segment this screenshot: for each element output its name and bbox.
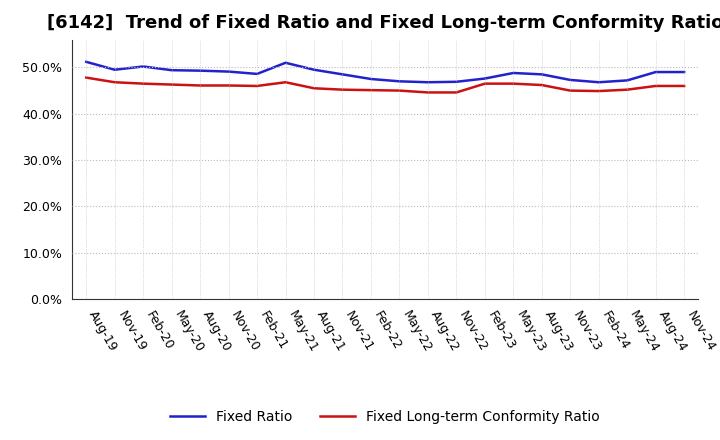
- Fixed Ratio: [82, 59, 91, 65]
- Fixed Long-term Conformity Ratio: [480, 81, 489, 86]
- Fixed Long-term Conformity Ratio: [623, 87, 631, 92]
- Fixed Long-term Conformity Ratio: [680, 83, 688, 88]
- Fixed Ratio: [395, 79, 404, 84]
- Fixed Long-term Conformity Ratio: [253, 83, 261, 88]
- Fixed Long-term Conformity Ratio: [423, 90, 432, 95]
- Fixed Ratio: [623, 78, 631, 83]
- Fixed Long-term Conformity Ratio: [652, 83, 660, 88]
- Fixed Ratio: [196, 68, 204, 73]
- Fixed Ratio: [139, 64, 148, 69]
- Fixed Ratio: [310, 67, 318, 72]
- Fixed Long-term Conformity Ratio: [282, 80, 290, 85]
- Fixed Long-term Conformity Ratio: [196, 83, 204, 88]
- Fixed Ratio: [225, 69, 233, 74]
- Fixed Ratio: [366, 77, 375, 82]
- Line: Fixed Long-term Conformity Ratio: Fixed Long-term Conformity Ratio: [86, 77, 684, 92]
- Fixed Ratio: [110, 67, 119, 72]
- Fixed Long-term Conformity Ratio: [537, 82, 546, 88]
- Fixed Long-term Conformity Ratio: [452, 90, 461, 95]
- Fixed Long-term Conformity Ratio: [82, 75, 91, 80]
- Fixed Ratio: [509, 70, 518, 76]
- Fixed Ratio: [167, 68, 176, 73]
- Title: [6142]  Trend of Fixed Ratio and Fixed Long-term Conformity Ratio: [6142] Trend of Fixed Ratio and Fixed Lo…: [47, 15, 720, 33]
- Fixed Long-term Conformity Ratio: [167, 82, 176, 87]
- Fixed Ratio: [282, 60, 290, 66]
- Fixed Ratio: [480, 76, 489, 81]
- Fixed Ratio: [566, 77, 575, 83]
- Legend: Fixed Ratio, Fixed Long-term Conformity Ratio: Fixed Ratio, Fixed Long-term Conformity …: [165, 405, 606, 430]
- Fixed Long-term Conformity Ratio: [225, 83, 233, 88]
- Fixed Ratio: [338, 72, 347, 77]
- Fixed Ratio: [652, 70, 660, 75]
- Fixed Long-term Conformity Ratio: [566, 88, 575, 93]
- Line: Fixed Ratio: Fixed Ratio: [86, 62, 684, 82]
- Fixed Long-term Conformity Ratio: [338, 87, 347, 92]
- Fixed Long-term Conformity Ratio: [509, 81, 518, 86]
- Fixed Long-term Conformity Ratio: [366, 88, 375, 93]
- Fixed Long-term Conformity Ratio: [595, 88, 603, 94]
- Fixed Long-term Conformity Ratio: [139, 81, 148, 86]
- Fixed Ratio: [537, 72, 546, 77]
- Fixed Long-term Conformity Ratio: [310, 86, 318, 91]
- Fixed Ratio: [452, 79, 461, 84]
- Fixed Ratio: [595, 80, 603, 85]
- Fixed Ratio: [423, 80, 432, 85]
- Fixed Long-term Conformity Ratio: [395, 88, 404, 93]
- Fixed Long-term Conformity Ratio: [110, 80, 119, 85]
- Fixed Ratio: [253, 71, 261, 77]
- Fixed Ratio: [680, 70, 688, 75]
